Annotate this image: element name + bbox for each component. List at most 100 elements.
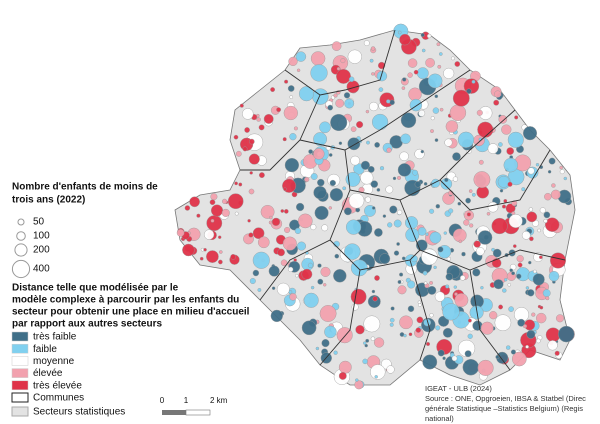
sector-bubble [412, 169, 418, 176]
sector-bubble [344, 243, 361, 260]
sector-bubble [516, 255, 524, 263]
sector-bubble [234, 211, 239, 216]
sector-bubble [542, 289, 551, 297]
sector-bubble [293, 258, 297, 262]
sector-bubble [433, 265, 437, 270]
sector-bubble [280, 209, 285, 213]
sector-bubble [452, 176, 459, 182]
sector-bubble [407, 72, 413, 78]
sector-bubble [299, 86, 315, 102]
legend-label: très élevée [33, 380, 82, 391]
sector-bubble [270, 309, 283, 323]
sector-bubble [491, 217, 508, 235]
sector-bubble [442, 356, 446, 360]
sector-bubble [452, 89, 470, 107]
color-swatch [11, 380, 29, 391]
sector-bubble [503, 199, 508, 203]
sector-bubble [437, 246, 444, 253]
sector-bubble [310, 173, 318, 180]
sector-bubble [287, 85, 295, 92]
sector-bubble [499, 189, 504, 193]
sector-bubble [204, 229, 215, 240]
sector-bubble [489, 311, 498, 320]
sector-bubble [317, 263, 322, 268]
sector-bubble [336, 69, 351, 84]
sector-bubble [543, 211, 551, 219]
sector-bubble [437, 349, 445, 357]
sector-bubble [527, 289, 535, 297]
sector-bubble [221, 208, 230, 217]
sector-bubble [350, 126, 357, 132]
sector-bubble [271, 286, 276, 290]
sector-bubble [328, 153, 333, 157]
sector-bubble [268, 265, 280, 277]
sector-bubble [430, 116, 435, 121]
sector-bubble [410, 255, 418, 263]
sector-bubble [439, 107, 444, 112]
sector-bubble [407, 280, 416, 289]
sector-bubble [545, 327, 561, 343]
color-legend-title: secteur pour obtenir une place en milieu… [12, 307, 250, 318]
sector-bubble [408, 332, 413, 337]
sector-bubble [369, 58, 374, 63]
sector-bubble [283, 105, 298, 121]
sector-bubble [399, 272, 404, 277]
sector-bubble [338, 360, 352, 374]
sector-bubble [457, 131, 475, 148]
sector-bubble [356, 121, 364, 129]
secteurs-swatch [11, 406, 29, 417]
sector-bubble [466, 212, 471, 217]
sector-bubble [354, 380, 364, 390]
sector-bubble [423, 281, 428, 285]
sector-bubble [421, 48, 426, 53]
sector-bubble [284, 79, 289, 84]
sector-bubble [429, 280, 433, 285]
sector-bubble [295, 274, 299, 278]
sector-bubble [415, 327, 421, 333]
sector-bubble [336, 67, 341, 71]
sector-bubble [422, 270, 428, 276]
sector-bubble [227, 193, 244, 209]
color-legend-title: Distance telle que modélisée par le [12, 283, 179, 294]
sector-bubble [348, 76, 355, 83]
sector-bubble [378, 61, 386, 70]
sector-bubble [471, 79, 476, 84]
sector-bubble [389, 99, 395, 106]
sector-bubble [498, 304, 503, 310]
sector-bubble [369, 101, 379, 112]
sector-bubble [493, 99, 500, 106]
sector-bubble [536, 338, 541, 344]
sector-bubble [438, 52, 443, 56]
sector-bubble [248, 153, 260, 165]
sector-bubble [477, 121, 494, 138]
sector-bubble [301, 320, 317, 336]
sector-bubble [301, 268, 313, 280]
sector-bubble [558, 325, 575, 343]
sector-bubble [423, 182, 428, 186]
sector-bubble [452, 152, 461, 161]
sector-bubble [493, 279, 504, 290]
sector-bubble [313, 148, 325, 160]
sector-bubble [543, 218, 548, 224]
sector-bubble [547, 170, 552, 174]
sector-bubble [454, 292, 458, 296]
sector-bubble [283, 209, 289, 214]
sector-bubble [509, 268, 514, 273]
sector-bubble [310, 64, 328, 82]
sector-bubble [442, 327, 453, 338]
sector-bubble [233, 134, 239, 140]
sector-bubble [315, 346, 320, 351]
sector-bubble [276, 107, 281, 113]
sector-bubble [347, 49, 362, 64]
sector-bubble [379, 166, 385, 171]
sector-bubble [324, 325, 337, 339]
sector-bubble [242, 146, 248, 152]
sector-bubble [260, 204, 275, 219]
sector-bubble [487, 201, 499, 213]
sector-bubble [346, 219, 362, 235]
sector-bubble [348, 192, 365, 209]
sector-bubble [230, 254, 236, 260]
sector-bubble [516, 273, 522, 279]
sector-bubble [460, 275, 466, 281]
sector-bubble [350, 155, 360, 166]
